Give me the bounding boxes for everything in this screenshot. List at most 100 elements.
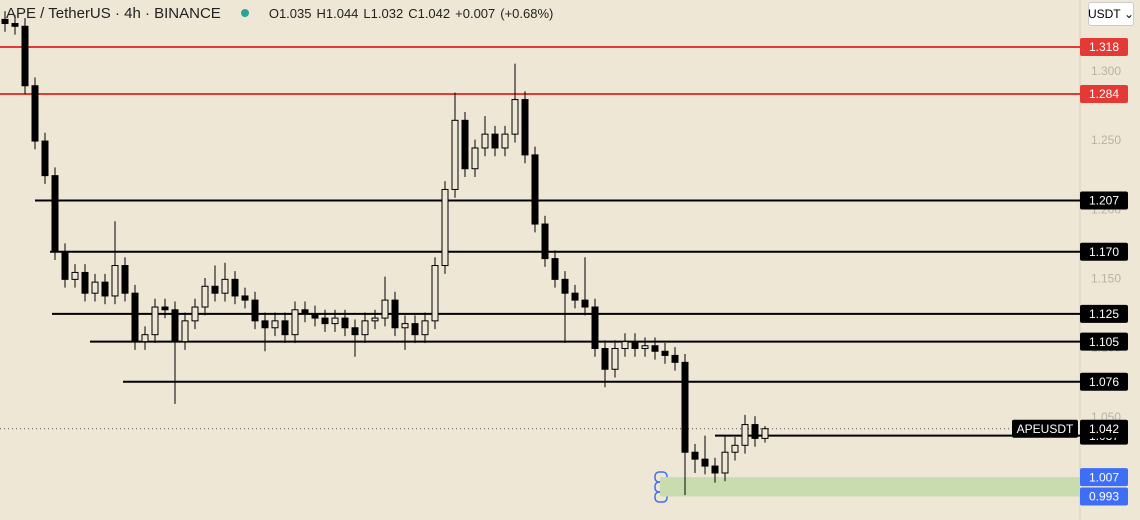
- candle-body: [701, 458, 709, 467]
- candle-body: [721, 451, 729, 474]
- candle-body: [501, 133, 509, 149]
- candles: [1, 11, 769, 496]
- candle-body: [611, 348, 619, 370]
- candle-body: [11, 23, 19, 27]
- level-label: 1.207: [1089, 194, 1119, 208]
- ohlc-label: L: [363, 5, 371, 21]
- ohlc-value: 1.044: [325, 5, 359, 21]
- candle-body: [731, 444, 739, 453]
- candle-body: [691, 451, 699, 460]
- ohlc-label: H: [316, 5, 326, 21]
- candle-body: [681, 361, 689, 453]
- ohlc-value: 1.035: [278, 5, 312, 21]
- candle-body: [231, 278, 239, 297]
- level-label: 1.284: [1089, 87, 1119, 101]
- candle-body: [401, 323, 409, 329]
- candle-body: [651, 345, 659, 352]
- candle-body: [381, 299, 389, 319]
- candle-body: [121, 265, 129, 294]
- zone-label: 0.993: [1089, 490, 1119, 504]
- level-label-box: [1080, 332, 1128, 351]
- candle-body: [301, 309, 309, 315]
- level-label: 1.125: [1089, 307, 1119, 321]
- candle-body: [581, 299, 589, 308]
- candle-body: [621, 341, 629, 350]
- symbol: APE / TetherUS · 4h · BINANCE: [6, 4, 221, 22]
- candle-body: [91, 281, 99, 294]
- demand-zone: [660, 477, 1080, 497]
- change: +0.007: [455, 5, 496, 21]
- ohlc-value: 1.032: [370, 5, 404, 21]
- candle-body: [141, 334, 149, 343]
- level-label-box: [1080, 372, 1128, 391]
- candle-body: [431, 265, 439, 322]
- ohlc-label: O: [268, 5, 279, 21]
- candle-body: [311, 313, 319, 319]
- candle-body: [181, 320, 189, 343]
- status-dot: [240, 9, 249, 17]
- candle-body: [221, 278, 229, 294]
- candle-body: [51, 175, 59, 253]
- candle-body: [351, 327, 359, 336]
- candle-body: [641, 345, 649, 350]
- candle-body: [211, 285, 219, 294]
- zone-label-box: [1080, 468, 1128, 487]
- zone-label: 1.007: [1089, 470, 1119, 484]
- symbol-label: APEUSDT: [1017, 422, 1074, 436]
- y-tick-label: 1.150: [1091, 272, 1121, 286]
- candle-body: [571, 292, 579, 301]
- change-pct: (+0.68%): [500, 5, 554, 21]
- candle-body: [481, 133, 489, 149]
- candle-body: [711, 465, 719, 474]
- candle-body: [451, 119, 459, 190]
- candle-body: [131, 292, 139, 343]
- candle-body: [591, 306, 599, 350]
- candle-body: [741, 424, 749, 446]
- y-tick-label: 1.250: [1091, 133, 1121, 147]
- candle-body: [31, 85, 39, 142]
- candle-body: [461, 119, 469, 170]
- candle-body: [41, 140, 49, 177]
- candle-body: [361, 320, 369, 336]
- candle-body: [441, 188, 449, 267]
- candle-body: [161, 306, 169, 311]
- y-tick-label: 1.300: [1091, 64, 1121, 78]
- ohlc: O1.035 H1.044 L1.032 C1.042 +0.007 (+0.68%): [269, 6, 554, 21]
- candle-body: [411, 323, 419, 336]
- candle-body: [291, 309, 299, 336]
- candle-body: [471, 147, 479, 170]
- symbol-label-box: [1012, 419, 1078, 438]
- candle-body: [111, 265, 119, 297]
- currency-button[interactable]: USDT ⌄: [1088, 2, 1134, 26]
- level-label-box: [1080, 242, 1128, 261]
- currency[interactable]: USDT: [1087, 7, 1121, 21]
- ohlc-value: 1.042: [417, 5, 451, 21]
- candle-body: [751, 424, 759, 439]
- level-label: 1.318: [1089, 40, 1119, 54]
- level-label-box: [1080, 38, 1128, 57]
- level-label-box: [1080, 304, 1128, 323]
- last-price-label-box: [1080, 419, 1128, 438]
- candle-body: [421, 320, 429, 336]
- candle-body: [1, 18, 9, 25]
- ohlc-label: C: [408, 5, 418, 21]
- level-label: 1.170: [1089, 245, 1119, 259]
- candle-body: [511, 99, 519, 135]
- candle-body: [521, 99, 529, 156]
- candle-body: [761, 428, 769, 439]
- candle-body: [551, 258, 559, 280]
- candle-body: [251, 299, 259, 322]
- candle-body: [331, 317, 339, 325]
- candle-body: [281, 320, 289, 336]
- candle-body: [261, 320, 269, 329]
- candle-body: [81, 271, 89, 294]
- level-label-box: [1080, 85, 1128, 104]
- candle-body: [321, 317, 329, 325]
- candle-body: [341, 317, 349, 329]
- candle-body: [631, 341, 639, 350]
- candle-body: [491, 133, 499, 149]
- candle-body: [101, 281, 109, 297]
- candle-body: [601, 348, 609, 370]
